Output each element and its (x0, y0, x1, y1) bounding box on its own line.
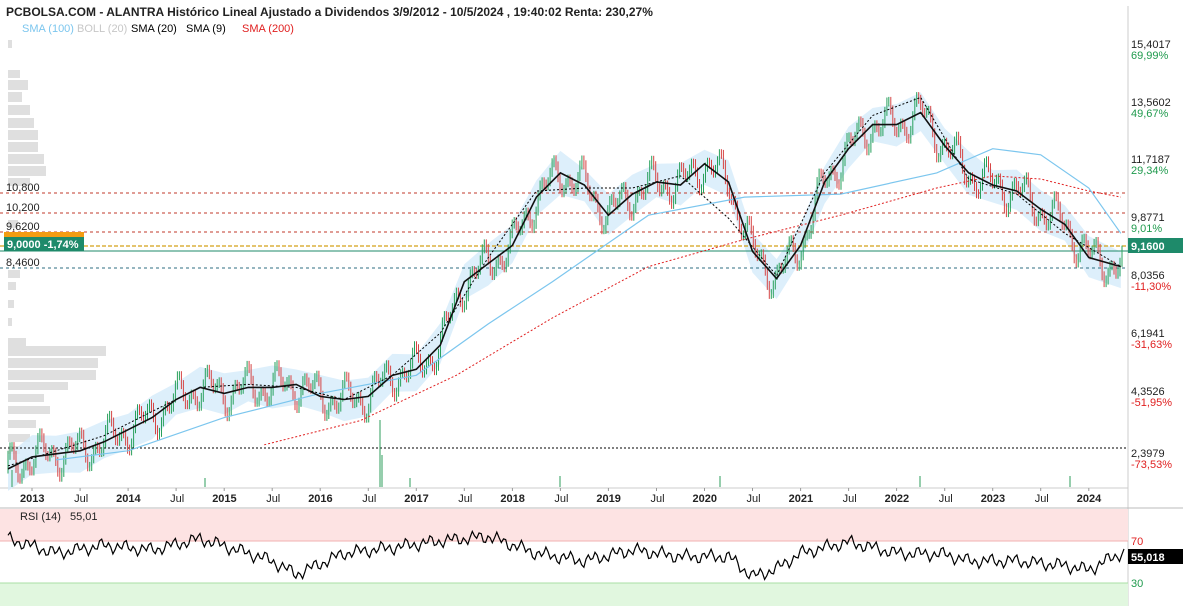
svg-text:29,34%: 29,34% (1131, 165, 1169, 177)
rsi-level-70: 70 (1131, 536, 1143, 548)
level-labels: 10,800 10,200 9,6200 8,4600 (6, 182, 40, 269)
svg-text:15,4017: 15,4017 (1131, 39, 1171, 51)
time-axis-label: 2022 (885, 493, 909, 505)
svg-text:-11,30%: -11,30% (1131, 281, 1171, 293)
svg-text:10,200: 10,200 (6, 202, 40, 214)
svg-text:-31,63%: -31,63% (1131, 339, 1172, 351)
svg-text:4,3526: 4,3526 (1131, 386, 1165, 398)
time-axis-label: 2018 (500, 493, 524, 505)
svg-text:11,7187: 11,7187 (1131, 154, 1170, 166)
time-axis-label: 2015 (212, 493, 236, 505)
time-axis-label: Jul (554, 493, 568, 505)
svg-text:8,4600: 8,4600 (6, 257, 40, 269)
rsi-overbought-zone (0, 509, 1128, 541)
legend-sma9: SMA (9) (186, 23, 226, 35)
time-axis-label: 2020 (693, 493, 717, 505)
svg-text:2,3979: 2,3979 (1131, 448, 1165, 460)
time-axis-label: 2016 (308, 493, 332, 505)
time-axis-label: Jul (747, 493, 761, 505)
rsi-line (7, 529, 1125, 581)
level-lines (0, 192, 1128, 449)
time-axis-label: 2021 (789, 493, 813, 505)
price-bars (7, 92, 1123, 484)
svg-text:10,800: 10,800 (6, 182, 40, 194)
time-axis-label: Jul (1035, 493, 1049, 505)
volume-profile (8, 40, 106, 454)
rsi-badge (1128, 549, 1183, 564)
time-axis-label: Jul (939, 493, 953, 505)
legend-sma100: SMA (100) (22, 23, 74, 35)
rsi-level-30: 30 (1131, 578, 1143, 590)
rsi-badge-value: 55,018 (1131, 552, 1165, 564)
last-price-value: 9,1600 (1131, 241, 1165, 253)
time-axis-label: Jul (362, 493, 376, 505)
rsi-value: 55,01 (70, 511, 98, 523)
time-axis-label: 2014 (116, 493, 141, 505)
time-axis-label: Jul (458, 493, 472, 505)
legend-sma200: SMA (200) (242, 23, 294, 35)
svg-text:6,1941: 6,1941 (1131, 328, 1165, 340)
time-axis-label: Jul (266, 493, 280, 505)
legend-sma20: SMA (20) (131, 23, 177, 35)
svg-text:9,6200: 9,6200 (6, 221, 40, 233)
svg-text:-73,53%: -73,53% (1131, 459, 1172, 471)
time-axis-label: 2013 (20, 493, 44, 505)
volume-bars (11, 420, 1071, 487)
svg-text:13,5602: 13,5602 (1131, 97, 1171, 109)
time-axis-label: 2024 (1077, 493, 1102, 505)
svg-text:49,67%: 49,67% (1131, 108, 1169, 120)
time-axis-label: 2019 (596, 493, 620, 505)
svg-text:8,0356: 8,0356 (1131, 270, 1165, 282)
svg-text:-51,95%: -51,95% (1131, 397, 1172, 409)
time-axis-label: Jul (651, 493, 665, 505)
rsi-oversold-zone (0, 583, 1128, 606)
time-axis-label: 2017 (404, 493, 428, 505)
time-axis-label: 2023 (981, 493, 1005, 505)
current-price-tag (4, 237, 84, 251)
svg-text:9,01%: 9,01% (1131, 223, 1162, 235)
price-axis: 15,4017 69,99% 13,5602 49,67% 11,7187 29… (1131, 39, 1172, 471)
legend-boll: BOLL (20) (77, 23, 127, 35)
sma-20-line (7, 111, 1122, 470)
chart-title: PCBOLSA.COM - ALANTRA Histórico Lineal A… (6, 5, 653, 19)
bollinger-band (8, 92, 1121, 491)
time-axis-label: Jul (74, 493, 88, 505)
svg-text:9,8771: 9,8771 (1131, 212, 1165, 224)
legend: SMA (100) BOLL (20) SMA (20) SMA (9) SMA… (22, 23, 294, 35)
time-axis-label: Jul (170, 493, 184, 505)
svg-text:69,99%: 69,99% (1131, 50, 1169, 62)
current-price-label: 9,0000 -1,74% (7, 239, 79, 251)
sma-100-line (55, 148, 1122, 461)
last-price-badge (1128, 238, 1183, 253)
time-axis: 2013 Jul 2014 Jul 2015 Jul 2016 Jul 2017 Jul 2018 J… (20, 488, 1102, 505)
rsi-label: RSI (14) (20, 511, 61, 523)
current-price-marker (4, 232, 84, 237)
time-axis-label: Jul (843, 493, 857, 505)
